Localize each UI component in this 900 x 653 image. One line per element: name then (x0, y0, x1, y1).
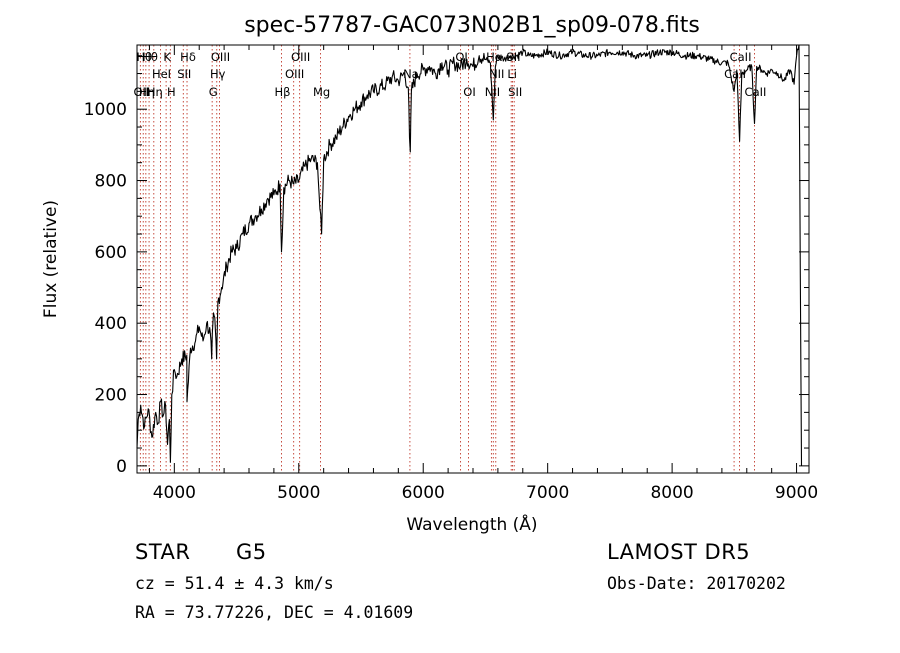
y-tick-label: 800 (95, 172, 127, 192)
spectral-line-label: Mg (313, 85, 330, 99)
x-tick-label: 7000 (526, 483, 569, 503)
object-class: STAR (135, 540, 191, 564)
x-tick-label: 8000 (650, 483, 693, 503)
spectral-line-label: NII (489, 67, 504, 81)
x-tick-label: 5000 (277, 483, 320, 503)
spectral-line-label: Li (507, 67, 517, 81)
x-tick-label: 6000 (402, 483, 445, 503)
spectral-line-markers (139, 45, 755, 473)
spectral-line-label: SII (177, 67, 191, 81)
y-tick-label: 1000 (84, 100, 127, 120)
spectral-line-label: H (167, 85, 176, 99)
spectral-line-label: Hη (147, 85, 163, 99)
x-axis-label: Wavelength (Å) (406, 513, 537, 535)
spectral-line-label: G (209, 85, 218, 99)
spectral-line-label: Hδ (180, 50, 196, 64)
survey-name: LAMOST DR5 (607, 540, 751, 564)
x-tick-label: 9000 (775, 483, 818, 503)
spectral-line-label: Hα (486, 50, 503, 64)
spectral-line-label: Hθ (136, 50, 152, 64)
x-tick-label: 4000 (153, 483, 196, 503)
y-tick-label: 600 (95, 243, 127, 263)
spectral-line-label: Hη (139, 85, 155, 99)
chart-title: spec-57787-GAC073N02B1_sp09-078.fits (244, 13, 700, 38)
spectral-line-label: Hγ (210, 67, 226, 81)
y-axis-tick-labels: 0 200 400 600 800 1000 (84, 100, 127, 477)
spectral-line-labels: OIIHθHηHθHηHeIKHSIIHδGHγOIIIHβOIIIOIIIMg… (133, 50, 766, 99)
x-axis-tick-labels: 4000 5000 6000 7000 8000 9000 (153, 483, 818, 503)
observation-date: Obs-Date: 20170202 (607, 574, 786, 593)
spectral-line-label: HeI (152, 67, 171, 81)
spectral-line-label: Hβ (274, 85, 290, 99)
spectrum-series (136, 44, 803, 466)
spectral-line-label: CaII (730, 50, 752, 64)
y-tick-label: 0 (116, 457, 127, 477)
y-tick-label: 200 (95, 386, 127, 406)
spectrum-line (136, 44, 803, 466)
spectral-line-label: OIII (291, 50, 310, 64)
plot-frame (136, 44, 810, 474)
spectral-line-label: SII (508, 85, 522, 99)
spectral-line-label: OI (463, 85, 475, 99)
y-tick-label: 400 (95, 314, 127, 334)
spectral-line-label: K (163, 50, 171, 64)
spectral-line-label: OIII (211, 50, 230, 64)
y-axis-label: Flux (relative) (41, 200, 61, 318)
spectral-line-label: OIII (285, 67, 304, 81)
sky-coordinates: RA = 73.77226, DEC = 4.01609 (135, 603, 414, 622)
object-subclass: G5 (236, 540, 267, 564)
redshift-value: cz = 51.4 ± 4.3 km/s (135, 574, 334, 593)
axis-ticks (137, 45, 809, 473)
spectral-line-label: Hθ (142, 50, 158, 64)
